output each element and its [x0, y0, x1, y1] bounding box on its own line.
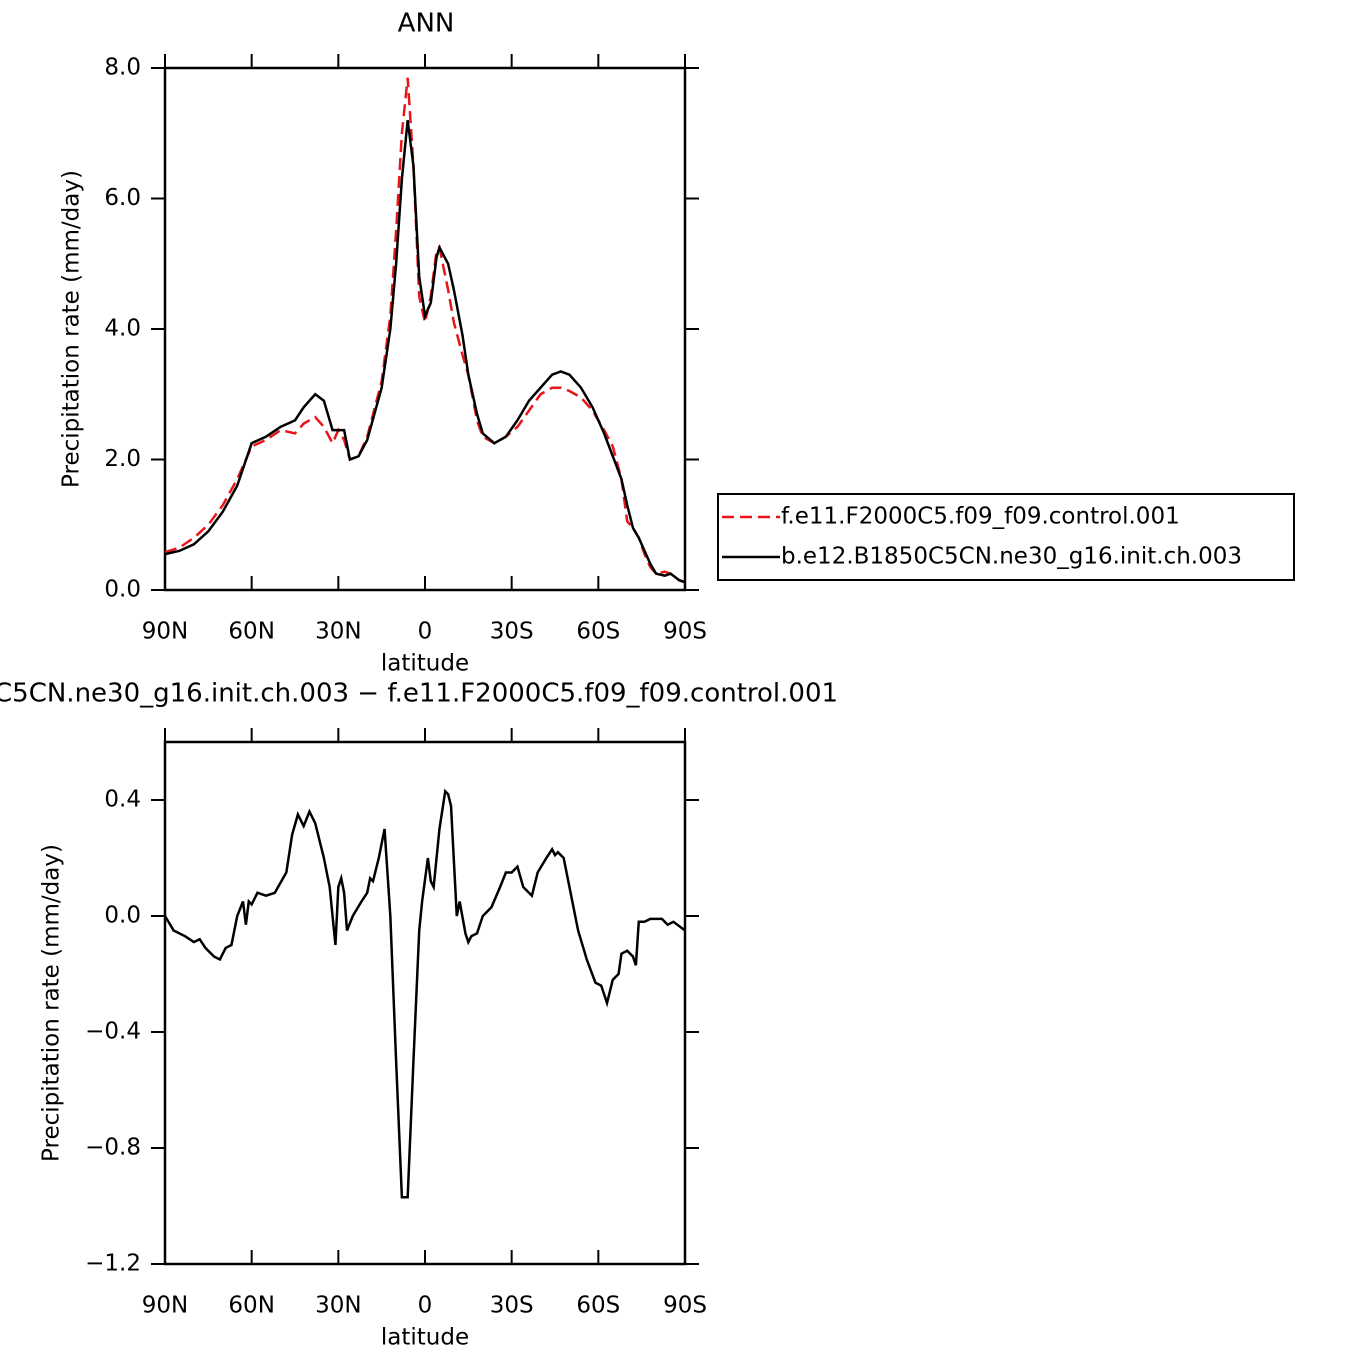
y-tick-label: 0.4	[104, 787, 141, 813]
x-tick-label: 30S	[490, 619, 534, 645]
x-tick-label: 30N	[315, 1293, 361, 1319]
x-tick-label: 90N	[142, 1293, 188, 1319]
x-tick-label: 30N	[315, 619, 361, 645]
x-tick-label: 90S	[663, 619, 707, 645]
data-line	[163, 788, 686, 1199]
x-tick-label: 60N	[228, 619, 274, 645]
x-tick-label: 0	[418, 1293, 433, 1319]
x-tick-label: 30S	[490, 1293, 534, 1319]
y-tick-label: 6.0	[104, 185, 141, 211]
x-tick-label: 90S	[663, 1293, 707, 1319]
y-tick-label: −0.8	[85, 1135, 141, 1161]
y-tick-label: 0.0	[104, 903, 141, 929]
x-tick-label: 60S	[576, 619, 620, 645]
chart-title: C5CN.ne30_g16.init.ch.003 − f.e11.F2000C…	[0, 679, 838, 709]
y-tick-label: 2.0	[104, 446, 141, 472]
legend-label: b.e12.B1850C5CN.ne30_g16.init.ch.003	[781, 544, 1242, 570]
y-axis-label: Precipitation rate (mm/day)	[59, 170, 85, 488]
x-tick-label: 60S	[576, 1293, 620, 1319]
y-tick-label: −1.2	[85, 1251, 141, 1277]
x-axis-label: latitude	[381, 651, 469, 677]
legend-label: f.e11.F2000C5.f09_f09.control.001	[781, 504, 1180, 530]
y-axis-label: Precipitation rate (mm/day)	[39, 844, 65, 1162]
y-tick-label: −0.4	[85, 1019, 141, 1045]
y-tick-label: 0.0	[104, 577, 141, 603]
plot-frame	[163, 66, 687, 592]
data-line	[164, 120, 686, 584]
y-tick-label: 8.0	[104, 55, 141, 81]
chart-title: ANN	[398, 9, 455, 39]
x-tick-label: 90N	[142, 619, 188, 645]
x-tick-label: 0	[418, 619, 433, 645]
x-axis-label: latitude	[381, 1325, 469, 1351]
y-tick-label: 4.0	[104, 316, 141, 342]
legend-box	[717, 493, 1295, 581]
x-tick-label: 60N	[228, 1293, 274, 1319]
data-line	[164, 77, 686, 584]
